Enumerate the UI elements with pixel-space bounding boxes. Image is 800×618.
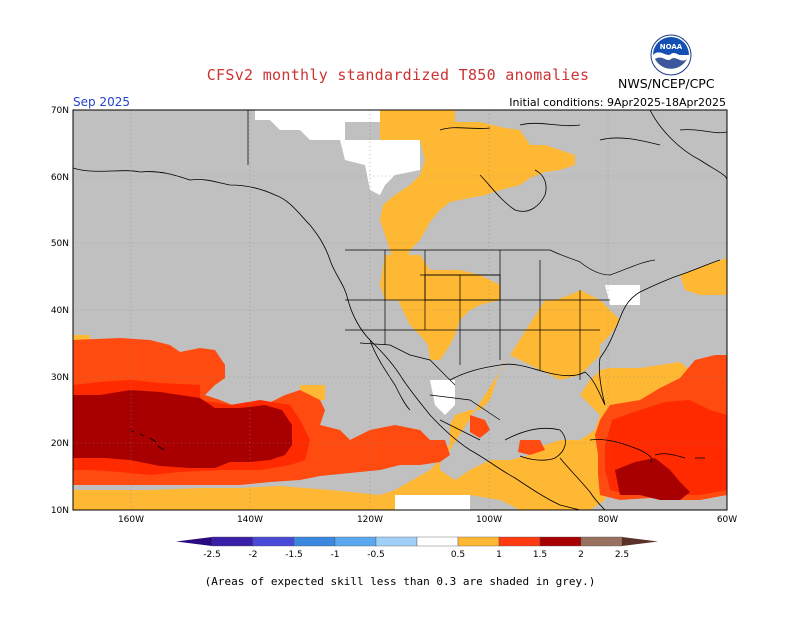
lon-label: 160W	[118, 515, 144, 525]
lat-label: 40N	[51, 306, 69, 316]
colorbar-label: 1	[496, 550, 502, 560]
colorbar-bin	[334, 536, 377, 547]
coastlines	[73, 110, 727, 510]
graticule	[73, 110, 727, 510]
colorbar-bin	[498, 536, 541, 547]
lon-label: 140W	[237, 515, 263, 525]
colorbar-label: -1.5	[285, 550, 303, 560]
map-title: CFSv2 monthly standardized T850 anomalie…	[0, 66, 800, 84]
colorbar-bin	[293, 536, 336, 547]
political-borders	[247, 110, 656, 441]
colorbar-bin	[457, 536, 500, 547]
lon-label: 100W	[476, 515, 502, 525]
colorbar-label: -2	[249, 550, 258, 560]
lat-label: 20N	[51, 439, 69, 449]
colorbar-bin	[252, 536, 295, 547]
colorbar-right-arrow	[622, 537, 658, 546]
lat-label: 60N	[51, 173, 69, 183]
lat-label: 70N	[51, 106, 69, 116]
agency-label: NWS/NCEP/CPC	[618, 76, 715, 91]
lat-label: 50N	[51, 239, 69, 249]
colorbar-bin	[416, 536, 459, 547]
longitude-labels: 160W 140W 120W 100W 80W 60W	[118, 515, 737, 525]
lat-label: 10N	[51, 506, 69, 516]
lat-label: 30N	[51, 373, 69, 383]
colorbar-left-arrow	[176, 537, 212, 546]
map-title-text: CFSv2 monthly standardized T850 anomalie…	[206, 66, 590, 84]
colorbar-label: 1.5	[533, 550, 547, 560]
initial-conditions: Initial conditions: 9Apr2025-18Apr2025	[509, 96, 726, 109]
noaa-logo-icon: NOAA	[650, 34, 692, 76]
colorbar-label: 2	[578, 550, 584, 560]
colorbar-bin	[375, 536, 418, 547]
colorbar-label: -1	[331, 550, 340, 560]
colorbar-label: 0.5	[451, 550, 465, 560]
anomaly-0.5-1	[73, 110, 727, 510]
colorbar-bin	[539, 536, 582, 547]
colorbar: -2.5 -2 -1.5 -1 -0.5 0.5 1 1.5 2 2.5	[176, 536, 658, 560]
colorbar-label: 2.5	[615, 550, 629, 560]
anomaly-2-2.5	[73, 390, 690, 500]
colorbar-label: -0.5	[367, 550, 385, 560]
lon-label: 80W	[598, 515, 618, 525]
map-frame	[72, 109, 728, 511]
colorbar-bin	[580, 536, 623, 547]
noaa-logo-text: NOAA	[660, 43, 683, 51]
footnote: (Areas of expected skill less than 0.3 a…	[204, 575, 596, 588]
colorbar-label: -2.5	[203, 550, 221, 560]
lon-label: 120W	[357, 515, 383, 525]
latitude-labels: 70N 60N 50N 40N 30N 20N 10N	[51, 106, 69, 516]
valid-month: Sep 2025	[73, 95, 130, 109]
lon-label: 60W	[717, 515, 737, 525]
colorbar-bin	[211, 536, 254, 547]
